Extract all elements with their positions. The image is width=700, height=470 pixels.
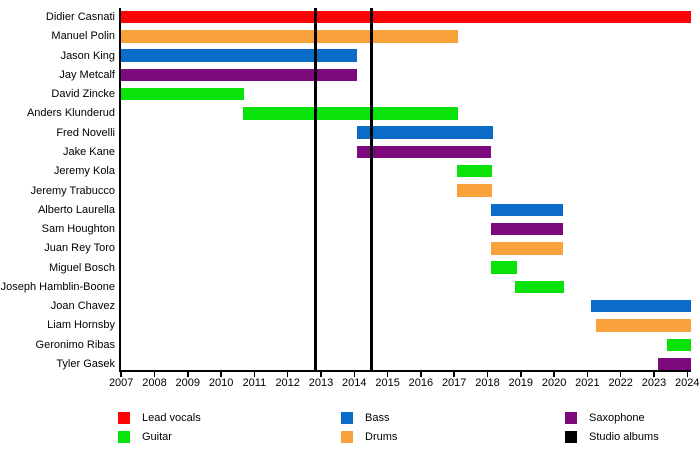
member-tenure-bar-guitar [491, 261, 518, 274]
member-tenure-bar-guitar [243, 107, 458, 120]
member-name-label: Miguel Bosch [48, 261, 115, 274]
member-name-label: Jay Metcalf [59, 68, 115, 81]
x-axis-tick-label: 2012 [275, 377, 300, 389]
x-axis-tick-label: 2010 [208, 377, 234, 389]
studio-album-line [370, 8, 374, 370]
x-axis-tick-label: 2017 [441, 377, 467, 389]
member-tenure-bar-drums [596, 319, 692, 332]
member-tenure-bar-saxophone [491, 222, 564, 236]
member-name-label: Tyler Gasek [56, 358, 115, 371]
member-name-label: Jason King [60, 49, 115, 62]
member-name-label: Liam Hornsby [47, 319, 115, 332]
x-axis-tick-label: 2013 [308, 377, 334, 389]
member-tenure-bar-bass [356, 126, 493, 139]
member-name-label: Manuel Polin [51, 30, 115, 43]
x-axis-tick-label: 2009 [175, 377, 201, 389]
member-name-label: Jeremy Kola [53, 165, 115, 178]
legend-label-bass: Bass [365, 412, 390, 424]
member-tenure-bar-bass [121, 49, 357, 62]
member-tenure-bar-lead_vocals [121, 10, 692, 24]
member-name-label: Jake Kane [63, 145, 115, 158]
legend-swatch-guitar [118, 431, 130, 443]
x-axis-tick [286, 372, 289, 377]
x-axis-tick-label: 2011 [242, 377, 267, 389]
member-name-label: Sam Houghton [41, 223, 115, 236]
member-name-label: Geronimo Ribas [35, 338, 115, 351]
x-axis-tick [187, 372, 189, 377]
studio-album-line [313, 8, 317, 370]
member-tenure-bar-guitar [121, 87, 245, 101]
member-name-label: Juan Rey Toro [44, 242, 115, 255]
legend-swatch-drums [341, 431, 353, 443]
legend-label-guitar: Guitar [142, 431, 172, 443]
x-axis-tick-label: 2019 [508, 377, 534, 389]
x-axis-tick-label: 2008 [142, 377, 167, 389]
member-name-label: Joan Chavez [50, 300, 115, 313]
member-tenure-bar-drums [491, 242, 564, 255]
x-axis-tick-label: 2007 [108, 377, 134, 389]
x-axis-tick [520, 372, 522, 377]
x-axis-tick-label: 2020 [541, 377, 567, 389]
x-axis-line [119, 370, 692, 372]
x-axis-tick [553, 372, 555, 377]
member-name-label: Alberto Laurella [37, 203, 115, 216]
member-name-label: Anders Klunderud [26, 107, 115, 120]
x-axis-tick [253, 372, 256, 377]
x-axis-tick-label: 2021 [575, 377, 600, 389]
x-axis-tick [420, 372, 422, 377]
x-axis-tick-label: 2016 [408, 377, 434, 389]
x-axis-tick [453, 372, 455, 377]
legend-label-lead_vocals: Lead vocals [142, 412, 201, 424]
member-tenure-bar-saxophone [121, 68, 357, 82]
member-name-label: Joseph Hamblin-Boone [0, 280, 115, 293]
x-axis-tick-label: 2023 [641, 377, 667, 389]
x-axis-tick [486, 372, 489, 377]
member-name-label: Fred Novelli [56, 126, 115, 139]
legend-label-saxophone: Saxophone [589, 412, 645, 424]
x-axis-tick [220, 372, 222, 377]
member-name-label: Jeremy Trabucco [30, 184, 115, 197]
member-tenure-bar-saxophone [658, 357, 692, 371]
member-tenure-bar-drums [121, 30, 458, 43]
member-tenure-bar-guitar [666, 338, 692, 351]
legend-swatch-studio_albums [565, 431, 577, 443]
x-axis-tick [386, 372, 389, 377]
x-axis-tick [320, 372, 322, 377]
member-tenure-bar-guitar [515, 280, 564, 294]
member-name-label: Didier Casnati [45, 11, 115, 23]
x-axis-tick [120, 372, 122, 377]
x-axis-tick-label: 2014 [342, 377, 367, 389]
member-tenure-bar-guitar [456, 164, 493, 178]
y-axis-line [119, 8, 122, 372]
legend-swatch-bass [341, 412, 353, 424]
legend-label-studio_albums: Studio albums [589, 431, 659, 443]
x-axis-tick [586, 372, 589, 377]
x-axis-tick-label: 2024 [675, 377, 700, 389]
x-axis-tick-label: 2015 [375, 377, 400, 389]
member-tenure-bar-saxophone [356, 145, 492, 159]
x-axis-tick [153, 372, 156, 377]
legend-label-drums: Drums [365, 431, 398, 443]
x-axis-tick-label: 2018 [475, 377, 500, 389]
x-axis-tick-label: 2022 [608, 377, 633, 389]
member-tenure-bar-drums [456, 184, 493, 197]
legend-swatch-saxophone [565, 412, 577, 424]
x-axis-tick [353, 372, 356, 377]
x-axis-tick [653, 372, 655, 377]
member-tenure-bar-bass [491, 203, 564, 217]
legend-swatch-lead_vocals [118, 412, 130, 424]
x-axis-tick [686, 372, 689, 377]
member-tenure-bar-bass [591, 299, 692, 313]
x-axis-tick [619, 372, 622, 377]
member-name-label: David Zincke [51, 88, 115, 101]
